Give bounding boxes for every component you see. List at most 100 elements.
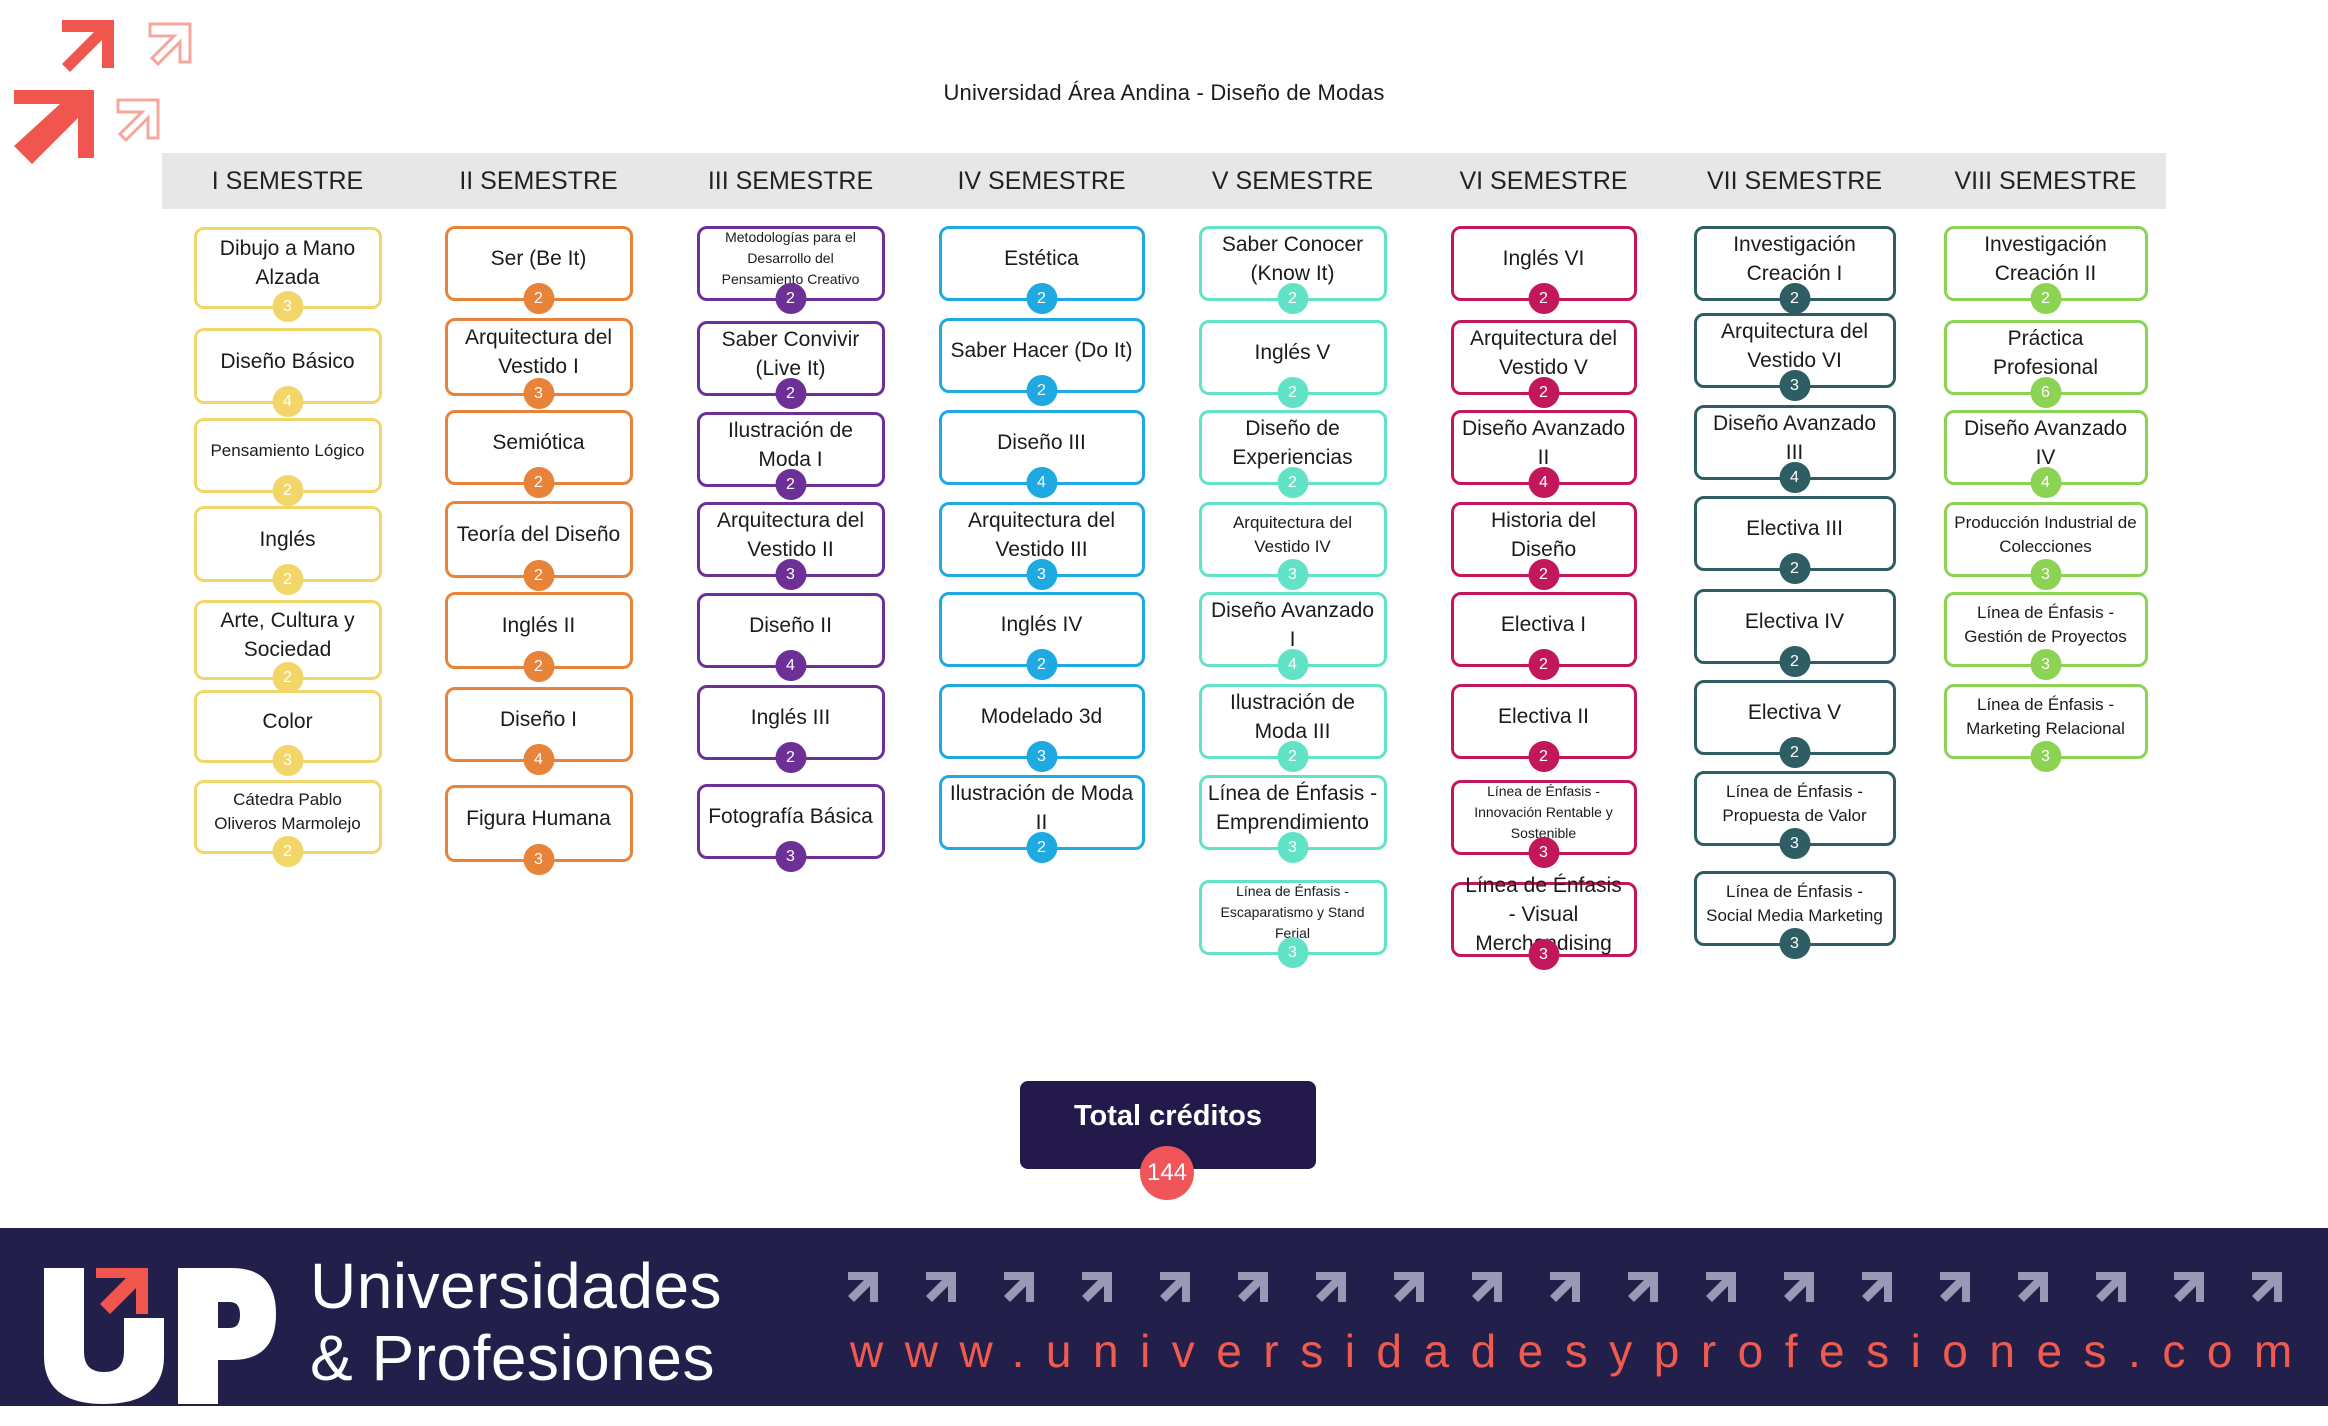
course-name: Electiva V <box>1747 701 1842 724</box>
semester-header-4: IV SEMESTRE <box>957 167 1126 195</box>
course-name: Investigación Creación II <box>1984 232 2107 285</box>
total-credits-value: 144 <box>1140 1146 1194 1200</box>
course-credits-badge: 3 <box>1779 828 1810 859</box>
course-name: Línea de Énfasis - Visual Merchandising <box>1465 874 1622 955</box>
course-credits-badge: 3 <box>1779 370 1810 401</box>
course-name: Inglés <box>259 527 316 551</box>
course-credits-badge: 2 <box>1277 467 1308 498</box>
footer-arrow-icon <box>2174 1272 2204 1302</box>
course-name: Diseño Avanzado IV <box>1963 416 2128 469</box>
course-credits-badge: 2 <box>1528 649 1559 680</box>
course-card: Modelado 3d 3 <box>938 684 1145 772</box>
semester-header-6: VI SEMESTRE <box>1459 167 1628 195</box>
course-card: Saber Hacer (Do It) 2 <box>938 318 1145 406</box>
course-name: Electiva III <box>1746 517 1843 540</box>
footer-arrow-icon <box>1394 1272 1424 1302</box>
course-name: Figura Humana <box>466 807 611 830</box>
course-credits-badge: 2 <box>272 836 303 867</box>
course-credits-badge: 2 <box>775 742 806 773</box>
course-credits-badge: 3 <box>1277 832 1308 863</box>
semester-header-7: VII SEMESTRE <box>1706 167 1883 195</box>
course-name: Diseño I <box>499 708 578 731</box>
course-card: Figura Humana 3 <box>444 785 633 875</box>
course-name: Diseño Básico <box>220 349 355 373</box>
course-credits-badge: 4 <box>2030 467 2061 498</box>
course-credits-badge: 4 <box>1528 467 1559 498</box>
course-name: Ilustración de Moda I <box>728 418 853 471</box>
course-name: Arquitectura del Vestido V <box>1469 326 1618 379</box>
course-name: Fotografía Básica <box>708 805 873 828</box>
brand-name-line1: Universidades <box>310 1250 723 1322</box>
footer-arrow-icon <box>1160 1272 1190 1302</box>
arrows-logo-icon <box>14 20 192 164</box>
footer-arrow-icon <box>1082 1272 1112 1302</box>
course-card: Inglés III 2 <box>696 685 885 773</box>
course-credits-badge: 2 <box>1277 377 1308 408</box>
course-name: Estética <box>1004 247 1079 270</box>
course-name: Ser (Be It) <box>490 247 587 270</box>
course-credits-badge: 3 <box>272 291 303 322</box>
course-card: Electiva III 2 <box>1693 496 1896 584</box>
course-credits-badge: 3 <box>1528 837 1559 868</box>
course-name: Inglés IV <box>1000 613 1083 636</box>
course-name: Metodologías para el Desarrollo del Pens… <box>721 229 860 287</box>
course-name: Saber Conocer (Know It) <box>1221 232 1364 285</box>
footer-arrow-pattern-icon <box>848 1272 2282 1302</box>
course-name: Línea de Énfasis - Emprendimiento <box>1207 781 1378 834</box>
course-name: Inglés VI <box>1502 247 1585 270</box>
course-name: Electiva IV <box>1744 610 1845 633</box>
course-card: Diseño I 4 <box>444 687 633 775</box>
website-url: www.universidadesyprofesiones.com <box>850 1325 2314 1377</box>
course-name: Diseño Avanzado II <box>1461 416 1626 469</box>
course-name: Historia del Diseño <box>1490 508 1597 561</box>
footer-arrow-icon <box>926 1272 956 1302</box>
course-card: Electiva V 2 <box>1693 680 1896 768</box>
course-card: Saber Convivir (Live It) 2 <box>696 321 885 409</box>
course-name: Inglés III <box>750 706 831 729</box>
course-name: Arte, Cultura y Sociedad <box>220 609 355 661</box>
course-card: Electiva IV 2 <box>1693 589 1896 677</box>
course-name: Saber Convivir (Live It) <box>721 327 860 380</box>
course-card: Ser (Be It) 2 <box>444 226 633 314</box>
course-name: Diseño de Experiencias <box>1232 416 1353 469</box>
course-card: Arquitectura del Vestido IV 3 <box>1198 502 1387 590</box>
course-credits-badge: 3 <box>1277 559 1308 590</box>
course-name: Diseño Avanzado I <box>1210 598 1375 651</box>
course-credits-badge: 2 <box>1779 553 1810 584</box>
course-credits-badge: 3 <box>1528 939 1559 970</box>
course-card: Línea de Énfasis - Visual Merchandising3 <box>1450 874 1637 970</box>
course-credits-badge: 6 <box>2030 377 2061 408</box>
course-credits-badge: 2 <box>523 560 554 591</box>
course-credits-badge: 4 <box>1026 467 1057 498</box>
footer-arrow-icon <box>2018 1272 2048 1302</box>
course-name: Ilustración de Moda III <box>1230 690 1355 743</box>
course-credits-badge: 2 <box>1779 737 1810 768</box>
course-card: Línea de Énfasis - Gestión de Proyectos 3 <box>1943 592 2148 680</box>
course-name: Color <box>262 710 313 733</box>
brand-name: Universidades & Profesiones <box>310 1250 722 1394</box>
semester-header-8: VIII SEMESTRE <box>1954 167 2137 195</box>
course-card: Inglés 2 <box>193 506 382 595</box>
course-credits-badge: 2 <box>1026 375 1057 406</box>
up-logo-icon <box>44 1268 276 1404</box>
course-card: Diseño III 4 <box>938 410 1145 498</box>
course-credits-badge: 2 <box>1528 283 1559 314</box>
course-card: Saber Conocer (Know It) 2 <box>1198 226 1387 314</box>
semester-header-5: V SEMESTRE <box>1211 167 1374 195</box>
course-credits-badge: 3 <box>1779 928 1810 959</box>
semester-header-bar <box>162 153 2166 209</box>
semester-header-2: II SEMESTRE <box>459 167 618 195</box>
course-name: Inglés II <box>501 614 576 637</box>
course-card: Metodologías para el Desarrollo del Pens… <box>696 226 885 314</box>
course-name: Modelado 3d <box>980 705 1103 728</box>
course-credits-badge: 4 <box>523 744 554 775</box>
course-credits-badge: 3 <box>523 378 554 409</box>
course-credits-badge: 3 <box>1277 937 1308 968</box>
course-credits-badge: 2 <box>2030 283 2061 314</box>
course-card: Inglés IV 2 <box>938 592 1145 680</box>
course-card: Teoría del Diseño 2 <box>444 501 633 591</box>
course-card: Línea de Énfasis - Emprendimiento 3 <box>1198 775 1387 863</box>
